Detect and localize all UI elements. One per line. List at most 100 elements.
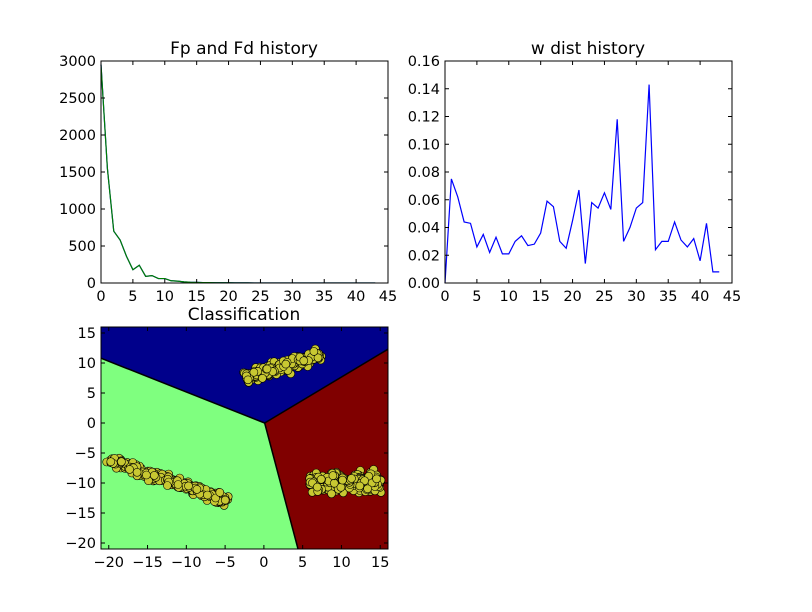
w-dist-history-title: w dist history — [531, 39, 645, 59]
y-tick-label: −20 — [65, 536, 96, 552]
scatter-point — [203, 490, 212, 500]
y-tick-label: 2000 — [59, 128, 96, 144]
x-tick-label: 20 — [563, 289, 581, 305]
scatter-point — [142, 470, 151, 480]
x-tick-label: 15 — [531, 289, 549, 305]
scatter-point — [215, 488, 225, 497]
fp-fd-history-marks — [100, 64, 376, 284]
x-tick-label: 10 — [156, 289, 174, 305]
y-tick-label: 0.10 — [408, 137, 440, 153]
x-tick-label: 30 — [283, 289, 301, 305]
x-tick-label: 0 — [259, 555, 268, 571]
fp-fd-history-title: Fp and Fd history — [170, 39, 318, 59]
scatter-point — [106, 457, 116, 467]
y-tick-label: 0.08 — [408, 165, 440, 181]
scatter-point — [328, 471, 338, 480]
scatter-point — [220, 495, 230, 505]
w-dist-history-ticks: 0 5 10 15 20 25 30 35 40 45 0.00 0.02 0.04 0.06 0.08 0.… — [408, 54, 742, 305]
scatter-point — [243, 375, 253, 385]
y-tick-label: 0 — [87, 416, 96, 432]
y-tick-label: 0.12 — [408, 110, 440, 126]
scatter-point — [125, 465, 134, 474]
scatter-point — [173, 480, 183, 489]
scatter-point — [309, 347, 319, 356]
x-tick-label: −15 — [132, 555, 163, 571]
y-tick-label: 0.04 — [408, 221, 440, 237]
series-line-1 — [444, 84, 720, 284]
scatter-point — [372, 474, 381, 484]
x-tick-label: 30 — [627, 289, 645, 305]
decision-boundary — [264, 348, 388, 424]
x-tick-label: 40 — [691, 289, 709, 305]
x-tick-label: 45 — [379, 289, 397, 305]
y-tick-label: 0.14 — [408, 82, 440, 98]
fp-fd-history-ticks: 0 5 10 15 20 25 30 35 40 45 0 500 1000 1500 2000 2500 30… — [59, 54, 397, 305]
decision-boundary — [263, 422, 299, 549]
classification-frame — [100, 326, 389, 550]
scatter-point — [355, 481, 365, 491]
x-tick-label: −20 — [93, 555, 124, 571]
y-tick-label: 500 — [68, 239, 96, 255]
x-tick-label: −5 — [214, 555, 235, 571]
region-left — [101, 358, 299, 549]
scatter-point — [316, 474, 326, 484]
y-tick-label: 0.06 — [408, 193, 440, 209]
x-tick-label: 0 — [96, 289, 105, 305]
x-tick-label: 25 — [595, 289, 613, 305]
y-tick-label: −5 — [75, 446, 96, 462]
series-line-1 — [100, 64, 376, 284]
y-tick-label: 5 — [87, 386, 96, 402]
scatter-point — [312, 482, 322, 492]
x-tick-label: 5 — [128, 289, 137, 305]
scatter-point — [192, 485, 202, 494]
x-tick-label: 25 — [251, 289, 269, 305]
y-tick-label: 2500 — [59, 91, 96, 107]
classification-ticks: −20 −15 −10 −5 0 5 10 15 −20 −15 −10 −5 0 5 10 15 — [65, 326, 389, 571]
scatter-point — [327, 489, 336, 499]
x-tick-label: −10 — [171, 555, 202, 571]
scatter-point — [313, 353, 323, 363]
y-tick-label: 1000 — [59, 202, 96, 218]
x-tick-label: 40 — [347, 289, 365, 305]
fp-fd-history-chart: Fp and Fd history 0 5 10 15 20 25 30 35 40 45 0 500… — [59, 39, 397, 305]
x-tick-label: 5 — [298, 555, 307, 571]
x-tick-label: 5 — [472, 289, 481, 305]
classification-regions — [101, 327, 388, 549]
scatter-point — [262, 364, 272, 374]
x-tick-label: 20 — [219, 289, 237, 305]
scatter-point — [132, 467, 142, 477]
scatter-point — [347, 474, 356, 483]
y-tick-label: −10 — [65, 476, 96, 492]
scatter-point — [163, 481, 172, 490]
x-tick-label: 15 — [187, 289, 205, 305]
w-dist-history-marks — [444, 84, 720, 284]
y-tick-label: 3000 — [59, 54, 96, 70]
y-tick-label: 0.16 — [408, 54, 440, 70]
x-tick-label: 35 — [315, 289, 333, 305]
y-tick-label: 0.00 — [408, 276, 440, 292]
scatter-point — [249, 367, 259, 377]
scatter-point — [299, 356, 309, 366]
y-tick-label: 0.02 — [408, 248, 440, 264]
scatter-point — [258, 373, 267, 383]
scatter-point — [184, 481, 193, 491]
x-tick-label: 0 — [440, 289, 449, 305]
w-dist-history-chart: w dist history 0 5 10 15 20 25 30 35 40 45 0.00 0.0… — [408, 39, 742, 305]
fp-fd-history-frame — [100, 60, 389, 284]
region-right — [264, 349, 388, 549]
scatter-point — [363, 484, 372, 494]
classification-chart: Classification −20 −15 −10 −5 0 5 10 15 −20 −15 −1… — [65, 305, 389, 571]
y-tick-label: −15 — [65, 506, 96, 522]
scatter-point — [336, 482, 346, 492]
y-tick-label: 1500 — [59, 165, 96, 181]
scatter-point — [338, 475, 347, 485]
x-tick-label: 10 — [332, 555, 350, 571]
x-tick-label: 10 — [500, 289, 518, 305]
decision-boundary — [101, 357, 265, 424]
classification-title: Classification — [188, 305, 300, 325]
scatter-point — [117, 457, 126, 467]
x-tick-label: 35 — [659, 289, 677, 305]
series-line-2 — [100, 64, 376, 284]
x-tick-label: 45 — [723, 289, 741, 305]
